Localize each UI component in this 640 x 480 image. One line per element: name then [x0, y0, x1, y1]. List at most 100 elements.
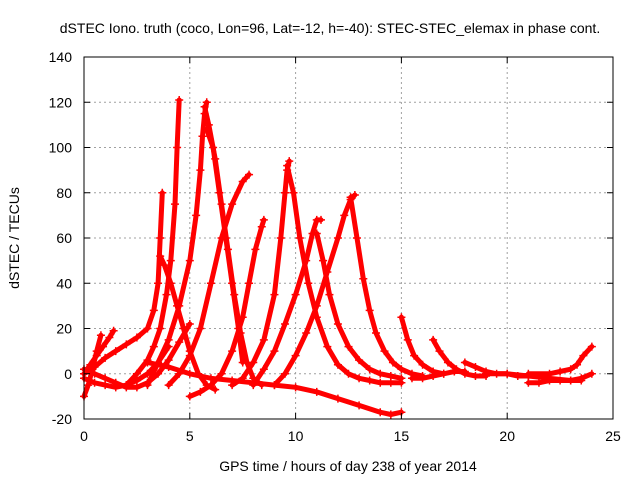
x-tick-label: 0	[80, 428, 88, 444]
data-point	[206, 279, 215, 288]
data-point	[257, 222, 266, 231]
data-point	[333, 394, 342, 403]
y-tick-labels: -20 0 20 40 60 80 100 120 140	[49, 49, 73, 427]
data-point	[196, 166, 205, 175]
data-point	[202, 125, 211, 134]
data-point	[175, 301, 184, 310]
data-point	[429, 335, 438, 344]
data-point	[323, 267, 332, 276]
data-point	[302, 329, 311, 338]
data-point	[397, 313, 406, 322]
data-point	[435, 347, 444, 356]
data-point	[587, 342, 596, 351]
data-point	[283, 161, 292, 170]
data-point	[281, 188, 290, 197]
y-tick-label: 20	[56, 321, 72, 337]
data-point	[333, 360, 342, 369]
data-point	[185, 369, 194, 378]
data-point	[418, 374, 427, 383]
data-point	[556, 367, 565, 376]
data-point	[206, 374, 215, 383]
y-tick-label: 60	[56, 230, 72, 246]
x-tick-labels: 0 5 10 15 20 25	[80, 428, 621, 444]
data-point	[386, 410, 395, 419]
data-point	[460, 358, 469, 367]
data-point	[149, 342, 158, 351]
data-point	[198, 132, 207, 141]
series-12	[283, 161, 406, 387]
data-point	[217, 369, 226, 378]
axis-ticks	[83, 56, 614, 420]
data-point	[143, 324, 152, 333]
data-point	[281, 319, 290, 328]
data-point	[154, 358, 163, 367]
series-13	[249, 215, 325, 390]
data-point	[175, 95, 184, 104]
data-point	[380, 347, 389, 356]
data-point	[101, 374, 110, 383]
x-tick-label: 20	[499, 428, 515, 444]
data-point	[352, 234, 361, 242]
y-tick-label: 120	[49, 94, 73, 110]
y-tick-label: 100	[49, 140, 73, 156]
x-tick-label: 15	[394, 428, 410, 444]
data-point	[156, 324, 165, 333]
series-line	[166, 172, 252, 388]
data-point	[397, 365, 406, 374]
data-point	[291, 383, 300, 392]
data-point	[410, 351, 419, 360]
data-point	[524, 378, 533, 387]
data-point	[579, 351, 588, 360]
data-point	[164, 356, 173, 365]
data-point	[249, 358, 258, 367]
series-line	[187, 217, 267, 399]
data-point	[228, 347, 237, 356]
data-point	[166, 256, 175, 265]
data-point	[245, 279, 254, 288]
data-point	[206, 381, 215, 390]
data-point	[154, 279, 163, 288]
data-point	[92, 347, 101, 356]
data-point	[355, 374, 364, 383]
data-point	[270, 347, 279, 356]
data-point	[587, 369, 596, 378]
data-point	[204, 120, 213, 129]
data-point	[215, 188, 224, 197]
data-point	[101, 381, 110, 390]
data-point	[209, 143, 218, 152]
data-point	[545, 369, 554, 378]
data-point	[164, 342, 173, 351]
data-point	[291, 351, 300, 360]
data-point	[316, 215, 325, 224]
data-point	[388, 358, 397, 367]
data-point	[372, 329, 381, 338]
data-point	[154, 369, 163, 378]
data-point	[397, 374, 406, 383]
data-point	[185, 319, 194, 328]
y-tick-label: -20	[52, 411, 72, 427]
data-point	[386, 378, 395, 387]
data-point	[304, 279, 313, 288]
data-point	[270, 290, 279, 299]
data-point	[156, 234, 165, 242]
series-line	[145, 359, 404, 417]
series-19	[80, 319, 194, 392]
data-point	[471, 372, 480, 381]
data-point	[285, 157, 294, 166]
data-point	[238, 358, 247, 367]
data-point	[202, 98, 211, 107]
data-point	[355, 401, 364, 410]
data-point	[333, 234, 342, 242]
data-point	[471, 362, 480, 371]
data-point	[132, 369, 141, 378]
data-point	[122, 340, 131, 349]
data-point	[325, 290, 334, 299]
x-axis-title: GPS time / hours of day 238 of year 2014	[219, 458, 477, 474]
data-point	[376, 369, 385, 378]
data-point	[365, 365, 374, 374]
series-17	[143, 358, 406, 419]
data-point	[164, 335, 173, 344]
data-point	[281, 369, 290, 378]
data-point	[228, 200, 237, 209]
